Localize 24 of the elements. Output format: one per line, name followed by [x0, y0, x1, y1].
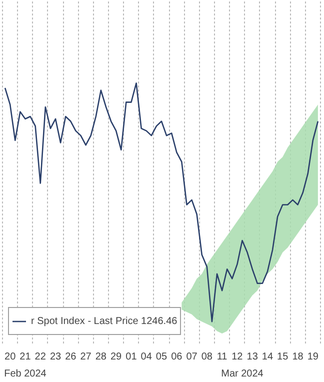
x-tick-label: 27 [80, 352, 92, 362]
x-tick-label: 01 [126, 352, 138, 362]
x-tick-label: 12 [232, 352, 244, 362]
x-tick-label: 29 [110, 352, 122, 362]
text: Mar 2024 [221, 368, 264, 380]
x-tick-label: 13 [246, 352, 258, 362]
x-tick-label: 26 [65, 352, 77, 362]
x-tick-label: 08 [201, 352, 213, 362]
x-tick-label: 06 [171, 352, 183, 362]
x-tick-label: 07 [186, 352, 198, 362]
text: Feb 2024 [4, 368, 47, 380]
x-tick-label: 22 [34, 352, 46, 362]
x-tick-label: 14 [262, 352, 274, 362]
x-tick-label: 21 [20, 352, 32, 362]
x-tick-label: 15 [277, 352, 289, 362]
legend-label: r Spot Index - Last Price 1246.46 [31, 315, 178, 327]
x-tick-label: 23 [50, 352, 62, 362]
x-tick-label: 18 [292, 352, 304, 362]
x-tick-label: 28 [95, 352, 107, 362]
x-tick-label: 19 [307, 352, 319, 362]
x-tick-label: 05 [156, 352, 168, 362]
x-tick-label: 11 [216, 352, 228, 362]
x-tick-label: 04 [140, 352, 152, 362]
x-tick-label: 20 [4, 352, 16, 362]
